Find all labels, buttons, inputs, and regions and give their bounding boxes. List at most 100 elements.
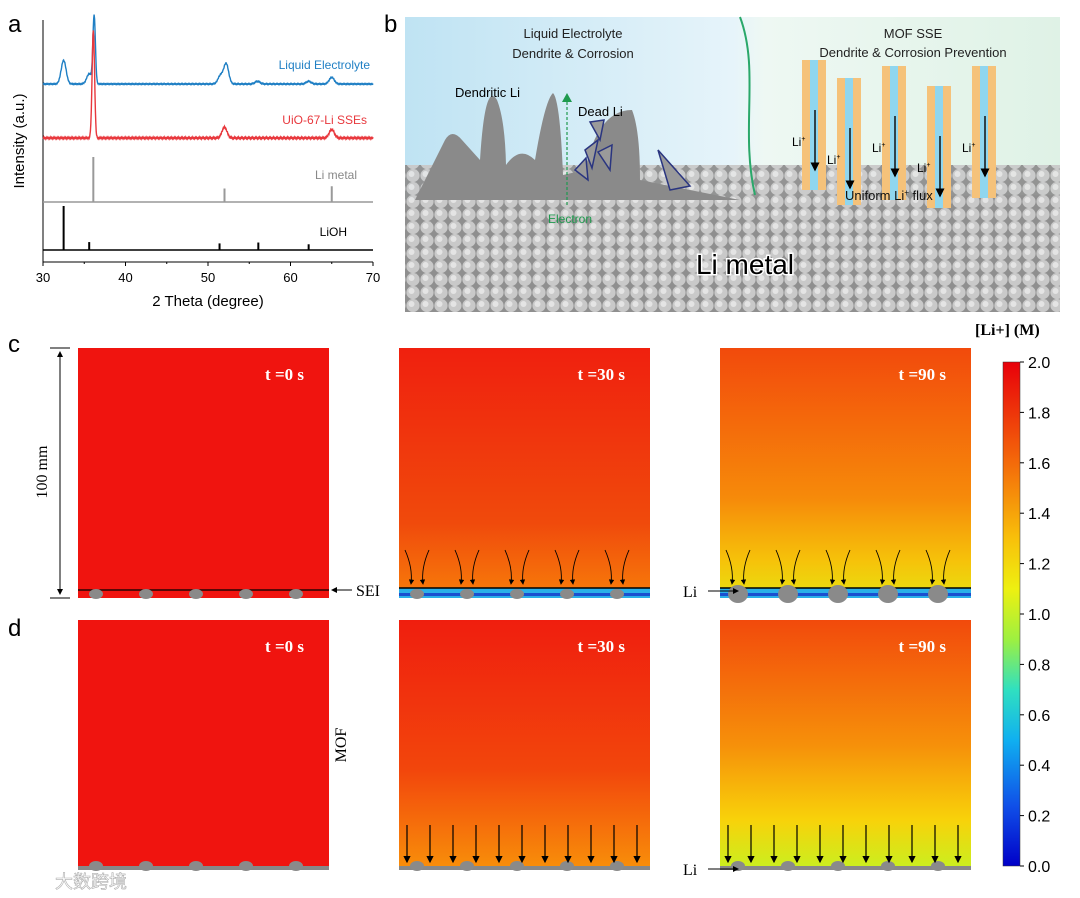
scale-label: 100 mm bbox=[34, 445, 51, 498]
li-nucleus bbox=[778, 585, 798, 603]
panel-c-t1: t =30 s bbox=[399, 348, 650, 599]
li-nucleus bbox=[239, 589, 253, 599]
series-line bbox=[42, 14, 374, 86]
flux-arrow bbox=[604, 549, 615, 585]
li-nucleus bbox=[881, 861, 895, 871]
panel-label-b: b bbox=[384, 11, 397, 38]
colorbar-tick-label: 0.4 bbox=[1028, 758, 1050, 775]
flux-arrow bbox=[404, 549, 415, 585]
mof-layer bbox=[399, 866, 650, 870]
time-label: t =30 s bbox=[578, 365, 626, 384]
x-tick-label: 50 bbox=[201, 270, 215, 285]
li-nucleus bbox=[831, 861, 845, 871]
li-nucleus bbox=[89, 861, 103, 871]
li-nucleus bbox=[510, 861, 524, 871]
time-label: t =0 s bbox=[265, 365, 304, 384]
panel-label-a: a bbox=[8, 11, 22, 38]
colorbar-tick-label: 0.0 bbox=[1028, 859, 1050, 876]
schematic: Liquid Electrolyte Dendrite & Corrosion … bbox=[405, 16, 1060, 312]
li-nucleus bbox=[828, 585, 848, 603]
flux-arrow bbox=[890, 549, 901, 585]
li-ion-label: Li+ bbox=[872, 141, 885, 155]
flux-label: Uniform Li+ flux bbox=[845, 188, 933, 203]
li-ion-label: Li+ bbox=[917, 161, 930, 175]
flux-arrow bbox=[554, 549, 565, 585]
panel-label-c: c bbox=[8, 331, 20, 358]
flux-arrow bbox=[519, 549, 530, 585]
dendritic-li-shape bbox=[415, 93, 740, 200]
x-axis-label: 2 Theta (degree) bbox=[152, 293, 263, 310]
li-nucleus bbox=[139, 589, 153, 599]
panel-d-t1: t =30 s bbox=[399, 620, 650, 871]
dendritic-li-label: Dendritic Li bbox=[455, 85, 520, 100]
li-ion-label: Li+ bbox=[962, 141, 975, 155]
li-nucleus bbox=[189, 589, 203, 599]
xrd-chart: 30 40 50 60 70 Liquid Electrolyte UiO-67-Li … bbox=[11, 14, 380, 310]
flux-arrow bbox=[569, 549, 580, 585]
mof-layer bbox=[720, 866, 971, 870]
legend-li-metal: Li metal bbox=[315, 168, 357, 182]
flux-arrow bbox=[454, 549, 465, 585]
flux-arrow bbox=[740, 549, 751, 585]
panel-c-t2: t =90 s bbox=[720, 348, 971, 603]
mof-channel-core bbox=[935, 86, 943, 208]
flux-arrow bbox=[469, 549, 480, 585]
colorbar-tick-label: 1.2 bbox=[1028, 557, 1050, 574]
concentration-map bbox=[78, 348, 329, 598]
scale-bar: 100 mm bbox=[34, 347, 70, 599]
right-title-1: MOF SSE bbox=[884, 26, 943, 41]
li-ion-label: Li+ bbox=[792, 135, 805, 149]
panel-d-t0: t =0 s bbox=[78, 620, 329, 871]
li-nucleus bbox=[460, 589, 474, 599]
dead-li-label: Dead Li bbox=[578, 104, 623, 119]
colorbar-tick-label: 1.4 bbox=[1028, 506, 1050, 523]
mof-label: MOF bbox=[333, 728, 350, 763]
time-label: t =30 s bbox=[578, 637, 626, 656]
li-nucleus bbox=[189, 861, 203, 871]
flux-arrow bbox=[825, 549, 836, 585]
flux-arrow bbox=[504, 549, 515, 585]
li-nucleus bbox=[931, 861, 945, 871]
li-nucleus bbox=[728, 585, 748, 603]
li-label-d: Li bbox=[683, 862, 698, 879]
mof-channel-core bbox=[980, 66, 988, 198]
time-label: t =90 s bbox=[899, 365, 947, 384]
time-label: t =0 s bbox=[265, 637, 304, 656]
concentration-map bbox=[399, 348, 650, 598]
colorbar-tick-label: 1.0 bbox=[1028, 607, 1050, 624]
colorbar: [Li+] (M) 2.0 1.8 1.6 1.4 1.2 1.0 0.8 0.6 0.4 0.2… bbox=[975, 322, 1050, 876]
series-line bbox=[42, 30, 374, 142]
panel-d-t2: t =90 s bbox=[720, 620, 971, 871]
legend-liquid-electrolyte: Liquid Electrolyte bbox=[279, 58, 371, 72]
concentration-map bbox=[78, 620, 329, 870]
colorbar-tick-label: 2.0 bbox=[1028, 355, 1050, 372]
flux-arrow bbox=[619, 549, 630, 585]
panel-c-t0: t =0 s bbox=[78, 348, 329, 599]
li-label-c: Li bbox=[683, 584, 698, 601]
mof-layer bbox=[78, 866, 329, 870]
li-ion-label: Li+ bbox=[827, 153, 840, 167]
li-nucleus bbox=[289, 861, 303, 871]
flux-arrow bbox=[940, 549, 951, 585]
legend-lioh: LiOH bbox=[320, 225, 347, 239]
legend-uio: UiO-67-Li SSEs bbox=[282, 113, 367, 127]
colorbar-tick-label: 1.8 bbox=[1028, 405, 1050, 422]
li-nucleus bbox=[878, 585, 898, 603]
li-nucleus bbox=[560, 589, 574, 599]
li-nucleus bbox=[289, 589, 303, 599]
li-nucleus bbox=[928, 585, 948, 603]
left-title-1: Liquid Electrolyte bbox=[524, 26, 623, 41]
flux-arrow bbox=[840, 549, 851, 585]
concentration-map bbox=[399, 620, 650, 870]
colorbar-tick-label: 0.6 bbox=[1028, 708, 1050, 725]
colorbar-tick-label: 0.2 bbox=[1028, 809, 1050, 826]
flux-arrow bbox=[725, 549, 736, 585]
x-tick-label: 70 bbox=[366, 270, 380, 285]
mof-channel-core bbox=[890, 66, 898, 200]
flux-arrow bbox=[790, 549, 801, 585]
flux-arrow bbox=[419, 549, 430, 585]
li-nucleus bbox=[560, 861, 574, 871]
li-nucleus bbox=[89, 589, 103, 599]
li-nucleus bbox=[510, 589, 524, 599]
panel-label-d: d bbox=[8, 615, 21, 642]
